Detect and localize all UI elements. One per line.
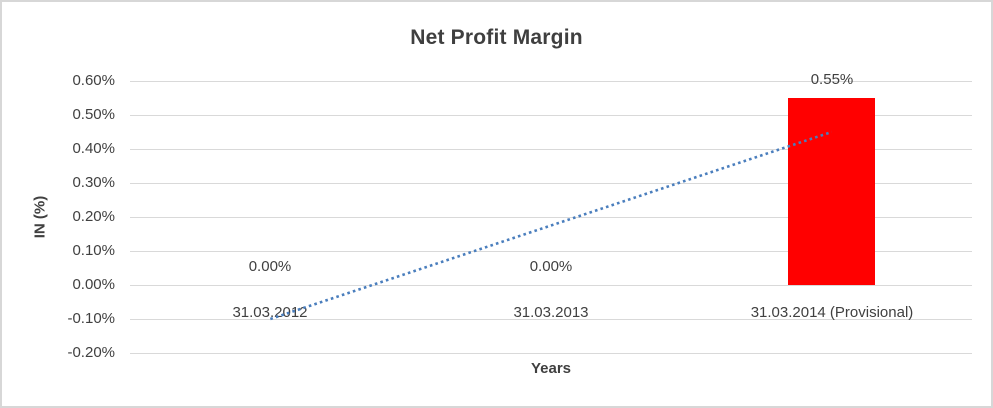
data-label: 0.55% bbox=[810, 71, 854, 88]
y-tick-label: 0.60% bbox=[72, 72, 115, 89]
gridline bbox=[130, 353, 972, 354]
gridline bbox=[130, 115, 972, 116]
x-category-label: 31.03.2012 bbox=[232, 304, 308, 321]
gridline bbox=[130, 285, 972, 286]
y-tick-label: -0.10% bbox=[67, 310, 115, 327]
x-category-label: 31.03.2014 (Provisional) bbox=[750, 304, 914, 321]
y-tick-label: -0.20% bbox=[67, 344, 115, 361]
y-tick-label: 0.10% bbox=[72, 242, 115, 259]
y-tick-label: 0.50% bbox=[72, 106, 115, 123]
y-tick-label: 0.30% bbox=[72, 174, 115, 191]
x-category-label: 31.03.2013 bbox=[513, 304, 589, 321]
y-tick-label: 0.40% bbox=[72, 140, 115, 157]
gridline bbox=[130, 81, 972, 82]
x-axis-title: Years bbox=[530, 360, 572, 377]
y-tick-label: 0.20% bbox=[72, 208, 115, 225]
chart-title: Net Profit Margin bbox=[410, 26, 583, 49]
bar-series-net-profit-margin[interactable] bbox=[788, 98, 875, 285]
data-label: 0.00% bbox=[248, 258, 292, 275]
y-tick-label: 0.00% bbox=[72, 276, 115, 293]
trendline-dotted[interactable] bbox=[269, 130, 833, 321]
data-label: 0.00% bbox=[529, 258, 573, 275]
